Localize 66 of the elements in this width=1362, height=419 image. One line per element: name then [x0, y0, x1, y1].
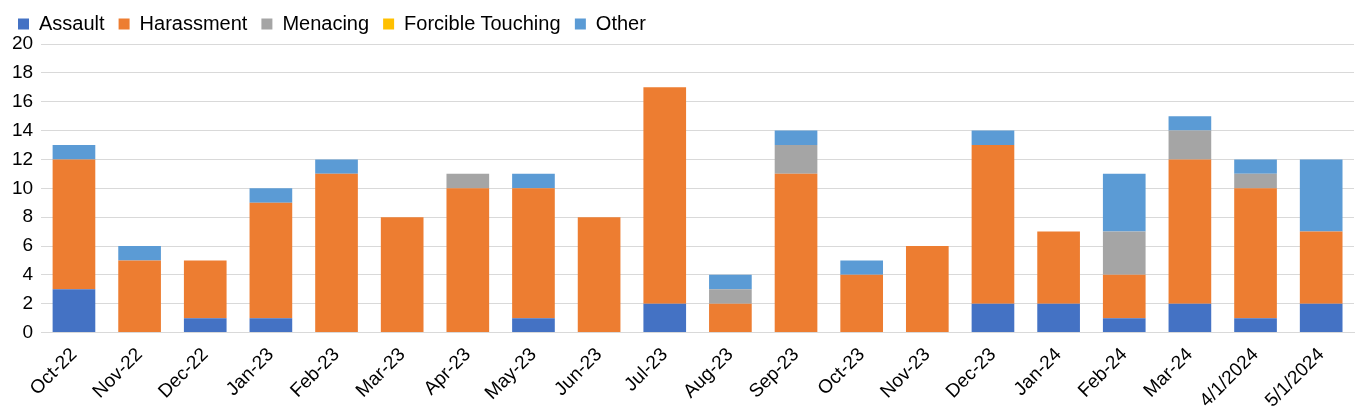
bar — [249, 188, 293, 203]
bar — [315, 173, 358, 333]
bar — [971, 145, 1015, 304]
y-tick-label: 4 — [22, 263, 34, 285]
bar — [249, 202, 293, 319]
legend-label: Harassment — [139, 11, 248, 34]
y-tick-label: 8 — [22, 205, 34, 227]
bar — [512, 173, 555, 189]
bar — [512, 318, 555, 333]
bar — [1102, 173, 1146, 232]
bar — [971, 130, 1015, 145]
bar — [1299, 159, 1343, 232]
y-tick-label: 10 — [11, 176, 34, 198]
y-tick-label: 0 — [22, 320, 34, 342]
bar — [643, 87, 687, 304]
bar — [1234, 318, 1277, 333]
y-tick-label: 16 — [11, 89, 34, 111]
bar — [1037, 231, 1080, 304]
bar — [1234, 159, 1277, 174]
y-tick-label: 14 — [11, 118, 34, 140]
y-tick-label: 18 — [11, 61, 34, 83]
bar — [840, 260, 884, 275]
bar — [118, 246, 161, 261]
y-tick-label: 20 — [11, 32, 34, 54]
bar — [1168, 130, 1212, 160]
bar — [380, 217, 424, 333]
bar — [1102, 274, 1146, 319]
y-tick-label: 12 — [11, 147, 34, 169]
bar — [1102, 318, 1146, 333]
bar — [118, 260, 161, 333]
bar — [315, 159, 358, 174]
bar — [709, 289, 752, 304]
bar — [774, 145, 818, 174]
bar — [1234, 173, 1277, 189]
legend-label: Other — [595, 11, 647, 34]
legend-label: Assault — [39, 11, 106, 34]
legend-label: Menacing — [282, 11, 370, 34]
bar — [905, 246, 949, 333]
bar — [1168, 159, 1212, 304]
y-tick-label: 2 — [22, 291, 34, 313]
bar — [183, 318, 227, 333]
bar — [643, 303, 687, 333]
bar — [446, 188, 490, 333]
bar — [446, 173, 490, 189]
bar — [709, 274, 752, 290]
y-tick-label: 6 — [22, 234, 34, 256]
bar — [774, 130, 818, 145]
bar — [183, 260, 227, 319]
bar — [971, 303, 1015, 333]
bar — [774, 173, 818, 333]
bar — [52, 289, 96, 333]
bar — [1168, 116, 1212, 131]
bar — [1037, 303, 1080, 333]
bar — [1299, 303, 1343, 333]
bar — [512, 188, 555, 319]
bar — [1299, 231, 1343, 304]
bar — [1168, 303, 1212, 333]
legend-label: Forcible Touching — [404, 11, 561, 34]
bar — [1102, 231, 1146, 275]
bar — [840, 274, 884, 333]
bar — [1234, 188, 1277, 319]
bar — [249, 318, 293, 333]
bar — [52, 159, 96, 290]
bar — [52, 145, 96, 160]
bar — [709, 303, 752, 333]
bar — [577, 217, 621, 333]
